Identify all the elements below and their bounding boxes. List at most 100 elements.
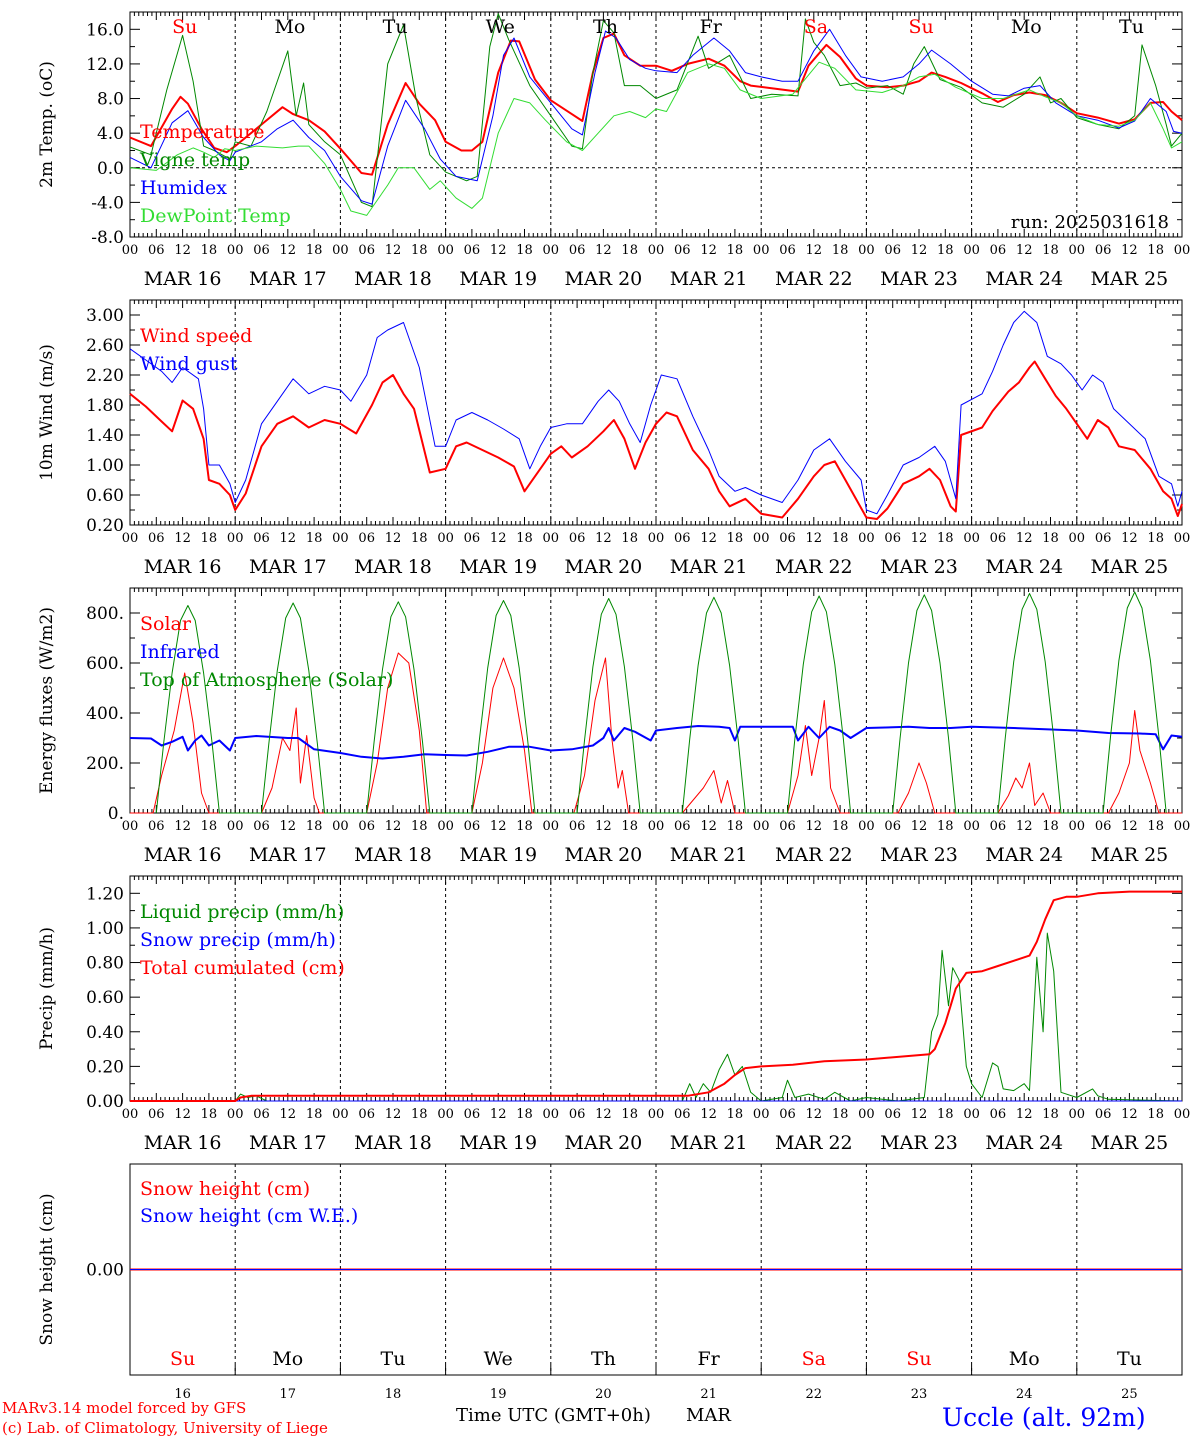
hour-tick-label: 12 xyxy=(806,1107,823,1122)
series-line xyxy=(130,652,1182,814)
hour-tick-label: 06 xyxy=(1095,531,1112,546)
y-axis-label: Precip (mm/h) xyxy=(37,927,57,1050)
weekday-label: Th xyxy=(593,16,618,38)
y-tick-label: 1.80 xyxy=(86,396,124,416)
day-number-label: 17 xyxy=(280,1387,297,1402)
date-label: MAR 21 xyxy=(670,556,748,578)
series-line xyxy=(129,13,1183,208)
legend-entry: DewPoint Temp xyxy=(140,205,291,227)
y-tick-label: 0.00 xyxy=(86,1092,124,1112)
hour-tick-label: 06 xyxy=(358,1107,375,1122)
date-label: MAR 20 xyxy=(565,1132,643,1154)
hour-tick-label: 12 xyxy=(595,243,612,258)
hour-tick-label: 18 xyxy=(621,819,638,834)
hour-tick-label: 00 xyxy=(648,243,665,258)
date-label: MAR 22 xyxy=(775,556,853,578)
y-tick-label: 4.0 xyxy=(97,124,124,144)
hour-tick-label: 12 xyxy=(385,243,402,258)
legend-entry: Liquid precip (mm/h) xyxy=(140,901,344,923)
hour-tick-label: 00 xyxy=(963,1107,980,1122)
hour-tick-label: 18 xyxy=(306,1107,323,1122)
hour-tick-label: 18 xyxy=(937,531,954,546)
hour-tick-label: 18 xyxy=(516,1107,533,1122)
hour-tick-label: 12 xyxy=(1016,531,1033,546)
hour-tick-label: 12 xyxy=(1121,243,1138,258)
y-tick-label: 3.00 xyxy=(86,306,124,326)
legend-entry: Wind speed xyxy=(140,325,252,347)
y-tick-label: 600. xyxy=(86,654,124,674)
hour-tick-label: 12 xyxy=(1121,819,1138,834)
hour-tick-label: 12 xyxy=(280,1107,297,1122)
day-number-label: 18 xyxy=(385,1387,402,1402)
hour-tick-label: 18 xyxy=(1042,1107,1059,1122)
hour-tick-label: 06 xyxy=(674,1107,691,1122)
y-axis-label: 2m Temp. (oC) xyxy=(37,61,57,188)
legend-entry: Snow height (cm) xyxy=(140,1178,310,1200)
hour-tick-label: 00 xyxy=(227,1107,244,1122)
hour-tick-label: 12 xyxy=(490,531,507,546)
weekday-label: Mo xyxy=(272,1348,303,1370)
weekday-label: Tu xyxy=(383,16,408,38)
y-tick-label: 16.0 xyxy=(86,20,124,40)
y-tick-label: 0.40 xyxy=(86,1023,124,1043)
hour-tick-label: 18 xyxy=(1147,243,1164,258)
hour-tick-label: 00 xyxy=(858,1107,875,1122)
day-number-label: 21 xyxy=(700,1387,717,1402)
hour-tick-label: 00 xyxy=(1069,1107,1086,1122)
series-line xyxy=(129,61,1183,216)
hour-tick-label: 00 xyxy=(543,819,560,834)
date-label: MAR 24 xyxy=(985,556,1063,578)
hour-tick-label: 12 xyxy=(700,1107,717,1122)
hour-tick-label: 06 xyxy=(779,243,796,258)
legend-entry: Wind gust xyxy=(140,353,238,375)
hour-tick-label: 12 xyxy=(1121,531,1138,546)
day-number-label: 23 xyxy=(911,1387,928,1402)
panel-2: 0.20 0.60 1.00 1.40 1.80 2.20 2.60 3.00 10m Wind… xyxy=(37,299,1190,578)
date-label: MAR 21 xyxy=(670,268,748,290)
hour-tick-label: 18 xyxy=(937,819,954,834)
y-tick-label: 0.20 xyxy=(86,1057,124,1077)
date-label: MAR 23 xyxy=(880,556,958,578)
date-label: MAR 16 xyxy=(144,844,222,866)
hour-tick-label: 18 xyxy=(1147,819,1164,834)
hour-tick-label: 00 xyxy=(122,1107,139,1122)
weekday-label: We xyxy=(484,1348,513,1370)
date-label: MAR 16 xyxy=(144,1132,222,1154)
hour-tick-label: 12 xyxy=(1121,1107,1138,1122)
hour-tick-label: 18 xyxy=(832,1107,849,1122)
hour-tick-label: 18 xyxy=(727,1107,744,1122)
date-label: MAR 25 xyxy=(1091,556,1169,578)
y-tick-label: 1.40 xyxy=(86,426,124,446)
hour-tick-label: 06 xyxy=(464,1107,481,1122)
date-label: MAR 23 xyxy=(880,268,958,290)
hour-tick-label: 00 xyxy=(753,819,770,834)
y-tick-label: 0.60 xyxy=(86,988,124,1008)
hour-tick-label: 06 xyxy=(990,819,1007,834)
y-tick-label: 8.0 xyxy=(97,90,124,110)
hour-tick-label: 00 xyxy=(227,243,244,258)
date-label: MAR 18 xyxy=(354,556,432,578)
hour-tick-label: 18 xyxy=(727,819,744,834)
hour-tick-label: 12 xyxy=(700,243,717,258)
hour-tick-label: 12 xyxy=(1016,1107,1033,1122)
y-tick-label: 1.00 xyxy=(86,456,124,476)
hour-tick-label: 18 xyxy=(1147,1107,1164,1122)
hour-tick-label: 06 xyxy=(358,819,375,834)
hour-tick-label: 00 xyxy=(1174,819,1191,834)
hour-tick-label: 00 xyxy=(332,243,349,258)
hour-tick-label: 00 xyxy=(122,531,139,546)
date-label: MAR 18 xyxy=(354,268,432,290)
hour-tick-label: 12 xyxy=(385,819,402,834)
hour-tick-label: 06 xyxy=(1095,243,1112,258)
y-tick-label: 0.60 xyxy=(86,486,124,506)
hour-tick-label: 18 xyxy=(306,243,323,258)
hour-tick-label: 12 xyxy=(1016,243,1033,258)
legend-entry: Snow precip (mm/h) xyxy=(140,929,336,951)
hour-tick-label: 18 xyxy=(411,531,428,546)
series-line xyxy=(129,28,1183,205)
hour-tick-label: 00 xyxy=(543,1107,560,1122)
weekday-label: Th xyxy=(591,1348,616,1370)
date-label: MAR 17 xyxy=(249,268,327,290)
hour-tick-label: 06 xyxy=(779,1107,796,1122)
y-tick-label: 800. xyxy=(86,604,124,624)
